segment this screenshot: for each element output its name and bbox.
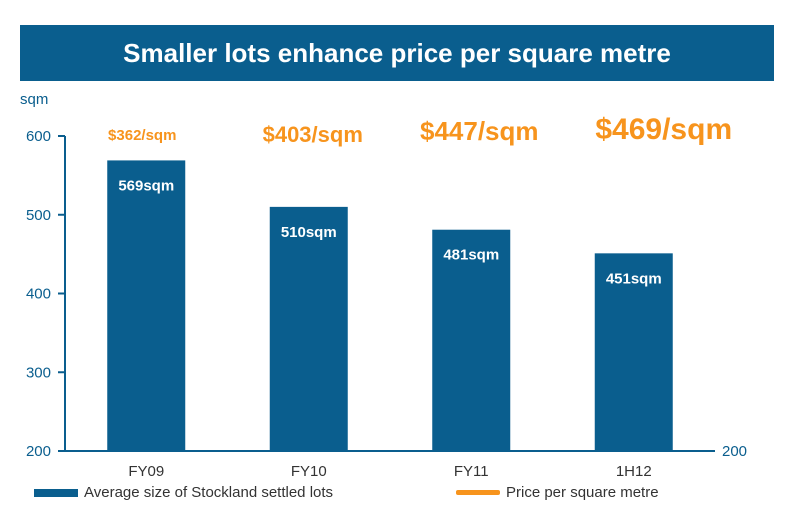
y-tick-label: 600 <box>26 128 51 145</box>
legend-label-lot-size: Average size of Stockland settled lots <box>84 484 334 501</box>
price-label: $362/sqm <box>108 127 176 144</box>
x-tick-label: 1H12 <box>616 463 652 480</box>
chart-title: Smaller lots enhance price per square me… <box>123 37 671 68</box>
legend-swatch-bar <box>34 488 78 497</box>
bar-value-label: 569sqm <box>118 177 174 194</box>
secondary-axis-tick-label: 200 <box>722 443 747 460</box>
y-tick-label: 300 <box>26 364 51 381</box>
bar-fy10 <box>269 206 348 451</box>
legend-label-price: Price per square metre <box>506 484 659 501</box>
y-axis-title: sqm <box>20 91 48 108</box>
price-label: $447/sqm <box>420 116 539 146</box>
bar-value-label: 451sqm <box>606 270 662 287</box>
bar-fy09 <box>107 160 186 451</box>
legend-item-price: Price per square metre <box>456 484 659 501</box>
title-bar: Smaller lots enhance price per square me… <box>20 25 774 81</box>
bar-fy11 <box>432 229 511 451</box>
x-tick-label: FY10 <box>291 463 327 480</box>
x-tick-label: FY11 <box>454 463 489 480</box>
y-tick-label: 400 <box>26 286 51 303</box>
y-tick-label: 500 <box>26 207 51 224</box>
bar-value-label: 481sqm <box>443 247 499 264</box>
bar-1h12 <box>594 253 673 451</box>
legend-item-lot-size: Average size of Stockland settled lots <box>34 484 333 501</box>
legend-swatch-line <box>456 490 500 495</box>
bar-value-label: 510sqm <box>281 224 337 241</box>
price-label: $469/sqm <box>595 113 732 146</box>
y-tick-label: 200 <box>26 443 51 460</box>
x-tick-label: FY09 <box>128 463 164 480</box>
price-label: $403/sqm <box>263 122 363 147</box>
